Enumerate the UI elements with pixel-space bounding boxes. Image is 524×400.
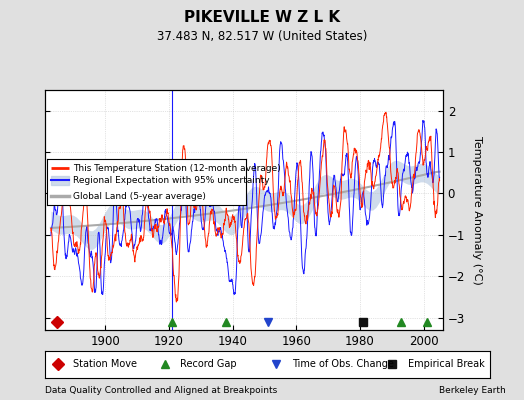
Y-axis label: Temperature Anomaly (°C): Temperature Anomaly (°C) — [472, 136, 482, 284]
Text: Data Quality Controlled and Aligned at Breakpoints: Data Quality Controlled and Aligned at B… — [45, 386, 277, 395]
Text: PIKEVILLE W Z L K: PIKEVILLE W Z L K — [184, 10, 340, 25]
Text: 37.483 N, 82.517 W (United States): 37.483 N, 82.517 W (United States) — [157, 30, 367, 43]
Text: Time of Obs. Change: Time of Obs. Change — [292, 359, 394, 369]
Text: Empirical Break: Empirical Break — [408, 359, 484, 369]
Text: Global Land (5-year average): Global Land (5-year average) — [73, 192, 206, 200]
Text: Regional Expectation with 95% uncertainty: Regional Expectation with 95% uncertaint… — [73, 176, 270, 185]
Text: Station Move: Station Move — [73, 359, 137, 369]
Text: This Temperature Station (12-month average): This Temperature Station (12-month avera… — [73, 164, 281, 173]
Text: Berkeley Earth: Berkeley Earth — [439, 386, 506, 395]
Text: Record Gap: Record Gap — [180, 359, 237, 369]
